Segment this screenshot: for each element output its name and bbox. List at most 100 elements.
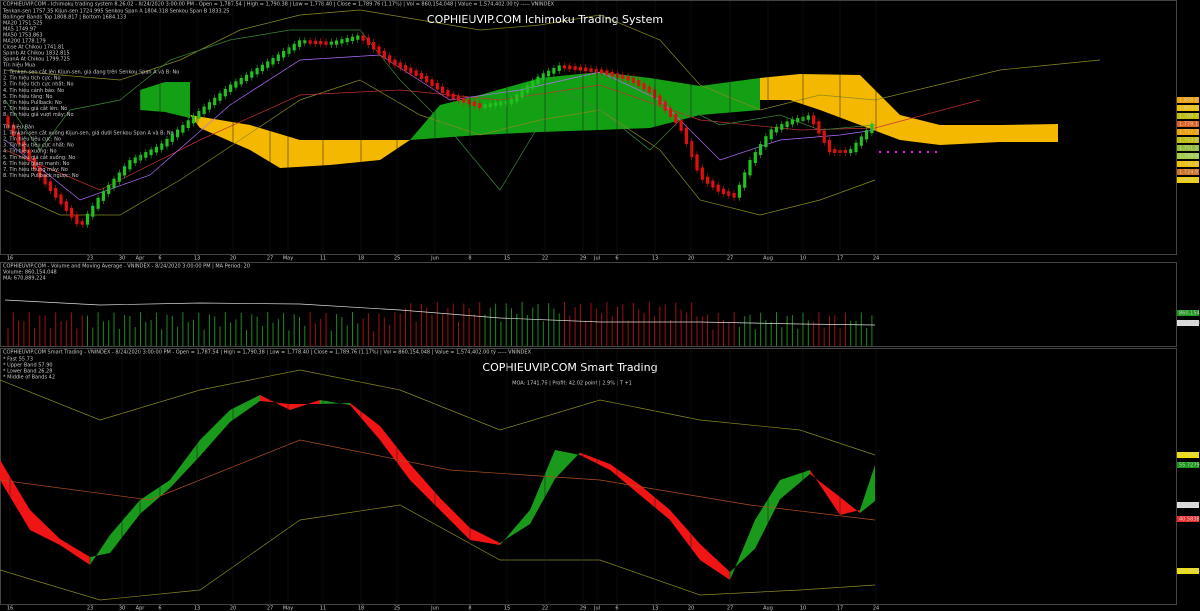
candle-body [531,81,535,89]
volume-bar [564,302,565,346]
candle-body [790,119,794,125]
legend-line: * Lower Band 26.28 [3,369,52,375]
candle-body [117,172,121,182]
volume-bar [458,321,459,346]
oscillator-fill [580,452,610,470]
volume-bar [680,309,682,346]
osc-label: 55.7279 [1179,463,1200,469]
candle-body [17,133,21,145]
volume-bar [367,313,369,346]
oscillator-fill [500,510,530,545]
date-label: 27 [727,606,733,611]
candle-body [398,62,402,69]
volume-bar [643,312,645,346]
volume-bar [12,312,14,346]
candle-body [859,136,863,146]
oscillator [0,395,875,580]
volume-bar [39,315,41,346]
osc-label-box [1177,568,1199,574]
candle-body [260,64,264,72]
kijun-line [4,54,876,201]
candle-body [774,126,779,133]
price-label: 1,808.8 [1179,98,1198,104]
volume-bar [272,322,274,346]
volume-bar [500,321,502,346]
date-label: Apr [136,256,146,262]
candle-body [589,68,593,72]
legend-line: MA200 1778.179 [3,39,46,45]
volume-bar [171,316,173,346]
candle-body [239,78,243,85]
volume-bar [495,303,497,346]
candle-body [865,130,869,140]
volume-bar [829,315,830,346]
oscillator-fill [755,480,780,549]
volume-bar [818,312,820,346]
candle-body [700,167,704,180]
candle-body [207,102,211,110]
volume-bar [71,312,73,346]
volume-bar [55,312,57,346]
signal-line: 4. Tín hiệu xuống: No [3,148,57,155]
date-label: 23 [87,606,93,611]
candle-body [737,184,741,198]
date-label: 17 [837,256,843,262]
candle-body [59,194,63,205]
price-label: 1,749.9 [1179,154,1198,160]
volume-bar [256,316,258,346]
date-label: 30 [119,606,125,611]
price-label: 1,751.5 [1179,146,1198,152]
signal-line: 4. Tín hiệu cảnh báo: No [3,87,64,94]
volume-bar [844,312,846,346]
legend-line: SpanA At Chikou 1799.725 [3,57,70,63]
price-label-box [1177,129,1199,135]
volume-bar [293,314,295,346]
candle-body [822,130,826,143]
volume-bar [505,303,507,346]
candle-body [674,113,678,124]
osc-label-box [1177,516,1199,522]
candle-body [11,124,15,137]
candle-body [101,191,105,201]
legend-line: * Fast 55.73 [3,357,33,363]
candle-body [229,84,233,92]
candle-body [107,184,111,195]
date-label: 25 [394,606,400,611]
volume-bar [516,313,518,346]
volume-bar [738,326,740,346]
volume-bar [124,314,126,346]
volume-bar [203,329,205,346]
volume-bar [240,312,242,346]
candle-body [483,104,487,108]
candle-body [631,77,635,84]
volume-bar [304,325,306,346]
candle-body [377,46,381,54]
volume-bar [314,323,316,346]
legend-line: Close At Chikou 1741.81 [3,45,64,51]
candle-body [266,61,270,68]
candle-body [552,68,556,74]
date-label: Jul [593,256,600,262]
candle-body [467,99,471,105]
candle-body [600,69,604,74]
legend-line: * Upper Band 57.90 [3,363,53,369]
volume-bar [399,313,401,346]
panel-header: COPHIEUVIP.COM Smart Trading - VNINDEX -… [3,349,532,356]
volume-bar [675,302,677,346]
volume-bar [489,307,491,346]
oscillator-fill [555,450,580,479]
volume-line: Volume: 860,154,048 [3,270,57,276]
candle-body [488,103,492,108]
oscillator-fill [730,520,755,580]
volume-bar [696,316,698,346]
volume-bar [781,327,783,346]
date-label: Aug [763,606,773,611]
candle-body [271,58,275,65]
candle-body [478,103,482,108]
oscillator-fill [320,400,350,405]
candle-body [743,172,747,188]
volume-bar [839,328,841,346]
volume-bar [712,329,714,346]
osc-label-box [1177,452,1199,458]
volume-bar [140,312,141,346]
